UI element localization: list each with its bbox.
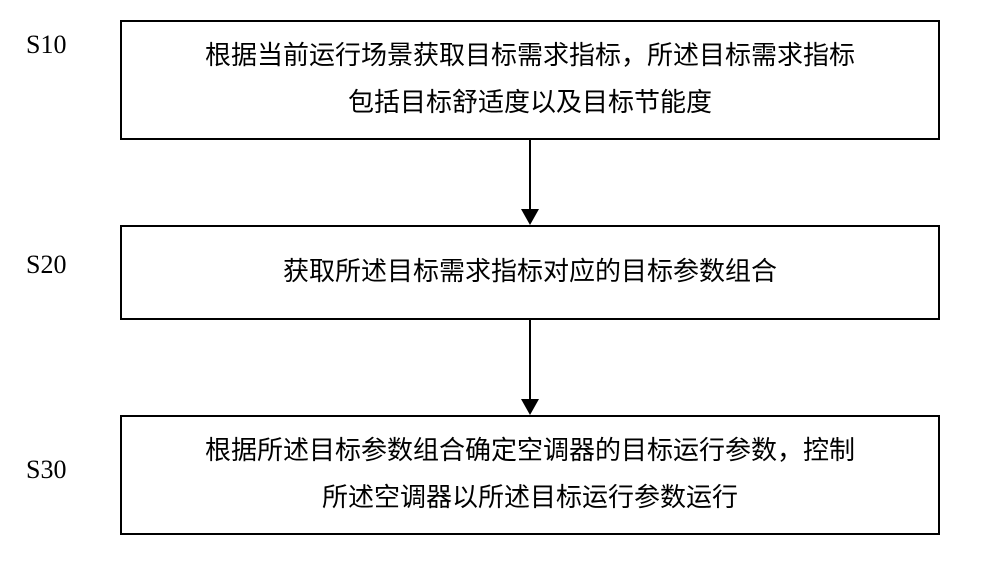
arrow-head-icon [521, 209, 539, 225]
step-text-s30: 根据所述目标参数组合确定空调器的目标运行参数，控制 所述空调器以所述目标运行参数… [205, 428, 855, 522]
arrow-s10-s20 [520, 140, 540, 225]
step-text-s20: 获取所述目标需求指标对应的目标参数组合 [283, 249, 777, 296]
step-box-s10: 根据当前运行场景获取目标需求指标，所述目标需求指标 包括目标舒适度以及目标节能度 [120, 20, 940, 140]
arrow-line [529, 140, 531, 210]
flowchart-canvas: S10 根据当前运行场景获取目标需求指标，所述目标需求指标 包括目标舒适度以及目… [0, 0, 1000, 582]
step-label-s30: S30 [26, 455, 66, 485]
step-text-s10: 根据当前运行场景获取目标需求指标，所述目标需求指标 包括目标舒适度以及目标节能度 [205, 33, 855, 127]
arrow-line [529, 320, 531, 400]
step-label-text: S10 [26, 30, 66, 59]
arrow-s20-s30 [520, 320, 540, 415]
step-label-s20: S20 [26, 250, 66, 280]
step-label-text: S20 [26, 250, 66, 279]
step-label-s10: S10 [26, 30, 66, 60]
arrow-head-icon [521, 399, 539, 415]
step-label-text: S30 [26, 455, 66, 484]
step-box-s30: 根据所述目标参数组合确定空调器的目标运行参数，控制 所述空调器以所述目标运行参数… [120, 415, 940, 535]
step-box-s20: 获取所述目标需求指标对应的目标参数组合 [120, 225, 940, 320]
